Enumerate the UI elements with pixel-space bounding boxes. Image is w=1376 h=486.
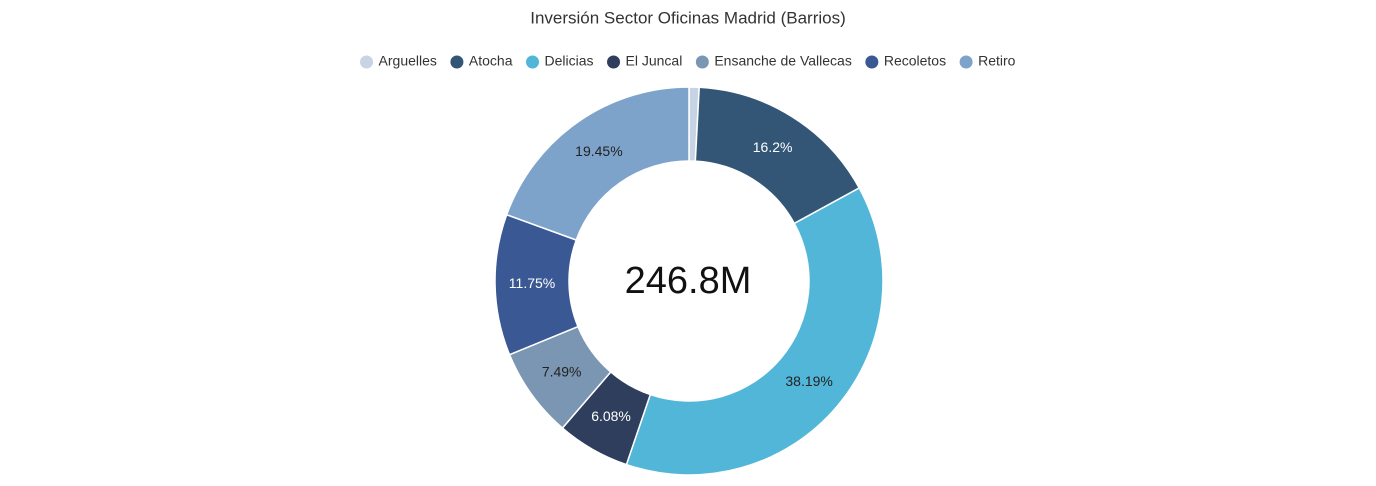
legend-swatch[interactable] bbox=[450, 55, 464, 69]
center-label: 246.8M bbox=[625, 260, 752, 302]
legend-label[interactable]: El Juncal bbox=[626, 53, 683, 69]
data-label: 6.08% bbox=[591, 408, 631, 424]
legend-swatch[interactable] bbox=[865, 55, 879, 69]
chart-title: Inversión Sector Oficinas Madrid (Barrio… bbox=[530, 8, 846, 27]
data-label: 7.49% bbox=[542, 364, 582, 380]
legend-swatch[interactable] bbox=[607, 55, 621, 69]
legend-swatch[interactable] bbox=[959, 55, 973, 69]
legend-swatch[interactable] bbox=[360, 55, 374, 69]
data-label: 19.45% bbox=[575, 143, 622, 159]
legend-label[interactable]: Retiro bbox=[978, 53, 1016, 69]
legend-label[interactable]: Arguelles bbox=[379, 53, 437, 69]
legend-label[interactable]: Atocha bbox=[469, 53, 513, 69]
data-label: 38.19% bbox=[785, 373, 832, 389]
data-label: 16.2% bbox=[753, 139, 793, 155]
data-label: 11.75% bbox=[509, 275, 555, 291]
legend-swatch[interactable] bbox=[695, 55, 709, 69]
legend-label[interactable]: Recoletos bbox=[884, 53, 946, 69]
legend-label[interactable]: Delicias bbox=[545, 53, 594, 69]
donut-slice bbox=[625, 186, 884, 476]
donut-slice bbox=[505, 86, 690, 241]
legend-swatch[interactable] bbox=[526, 55, 540, 69]
legend-label[interactable]: Ensanche de Vallecas bbox=[714, 53, 852, 69]
